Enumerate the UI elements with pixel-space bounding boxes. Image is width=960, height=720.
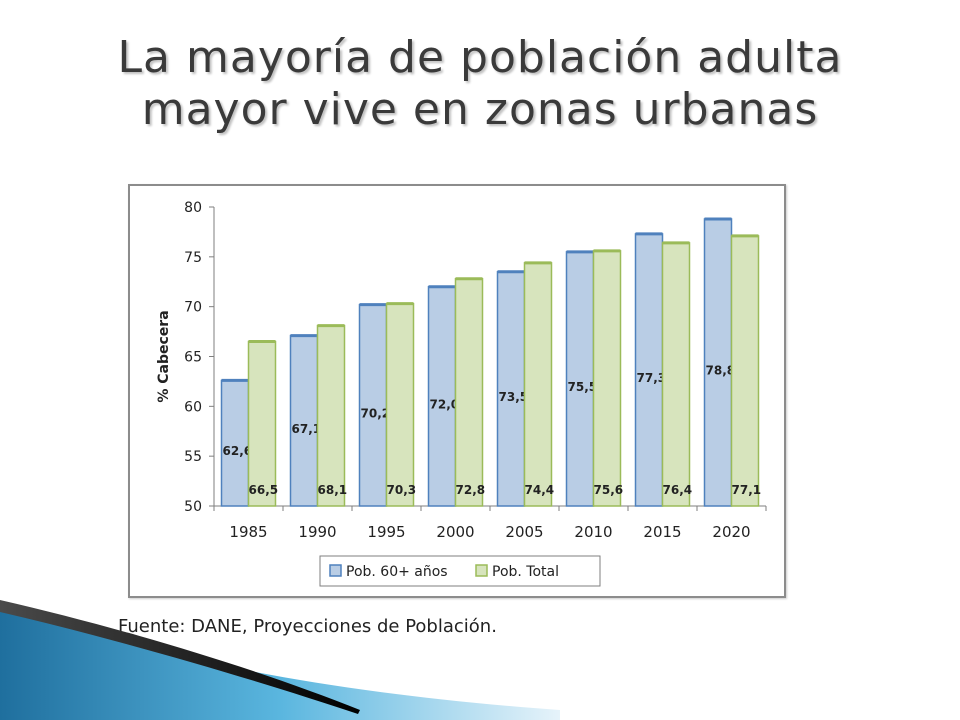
y-tick-label: 55 xyxy=(184,449,202,465)
data-label: 77,3 xyxy=(637,371,667,385)
bar-pob-total xyxy=(661,242,691,507)
source-note: Fuente: DANE, Proyecciones de Población. xyxy=(118,616,497,637)
bar-pob-total xyxy=(247,340,277,507)
x-tick-label: 2000 xyxy=(436,523,474,541)
bar-pob-60 xyxy=(496,271,526,507)
data-label: 70,3 xyxy=(387,483,417,497)
bar-pob-total xyxy=(523,262,553,507)
slide-title-line2: mayor vive en zonas urbanas xyxy=(141,84,819,135)
data-label: 67,1 xyxy=(292,422,322,436)
data-label: 68,1 xyxy=(318,483,348,497)
legend-swatch-pob-60 xyxy=(329,564,342,577)
bar-pob-60 xyxy=(220,379,250,507)
bar-pob-60 xyxy=(703,218,733,507)
decor-blue-shape xyxy=(0,605,560,720)
data-label: 72,8 xyxy=(456,483,486,497)
legend-label: Pob. Total xyxy=(492,564,559,580)
data-label: 66,5 xyxy=(249,483,279,497)
bar-pob-60 xyxy=(634,233,664,507)
bar-pob-60 xyxy=(427,285,457,507)
bar-chart: 50 55 60 65 70 75 80 % Cabecera 1985 62,6 66,5 1990… xyxy=(156,200,767,587)
legend-swatch-pob-total xyxy=(475,564,488,577)
bar-pob-total xyxy=(730,235,760,507)
data-label: 76,4 xyxy=(663,483,693,497)
y-tick-label: 80 xyxy=(184,200,202,216)
legend-label: Pob. 60+ años xyxy=(346,564,448,580)
y-tick-label: 65 xyxy=(184,350,202,366)
data-label: 62,6 xyxy=(223,444,253,458)
bar-pob-total xyxy=(385,302,415,507)
x-tick-label: 1995 xyxy=(367,523,405,541)
slide-title-line1: La mayoría de población adulta xyxy=(117,32,843,83)
bar-pob-total xyxy=(454,278,484,507)
y-tick-label: 70 xyxy=(184,300,202,316)
data-label: 70,2 xyxy=(361,406,391,420)
y-tick-label: 75 xyxy=(184,250,202,266)
slide-title: La mayoría de población adulta mayor viv… xyxy=(60,32,900,136)
x-tick-label: 2015 xyxy=(643,523,681,541)
x-tick-label: 2020 xyxy=(712,523,750,541)
data-label: 78,8 xyxy=(706,363,736,377)
bar-pob-60 xyxy=(289,334,319,507)
y-axis-title: % Cabecera xyxy=(156,310,172,402)
chart-frame: 50 55 60 65 70 75 80 % Cabecera 1985 62,6 66,5 1990… xyxy=(128,184,786,598)
x-tick-label: 1990 xyxy=(298,523,336,541)
decorative-corner-swoosh xyxy=(0,600,560,720)
legend-box xyxy=(319,555,601,587)
data-label: 75,5 xyxy=(568,380,598,394)
y-tick-label: 60 xyxy=(184,399,202,415)
bar-pob-total xyxy=(592,250,622,507)
bar-pob-60 xyxy=(358,303,388,507)
y-tick-label: 50 xyxy=(184,499,202,515)
data-label: 73,5 xyxy=(499,390,529,404)
bar-pob-60 xyxy=(565,251,595,507)
decor-dark-stroke xyxy=(0,600,360,714)
data-label: 72,0 xyxy=(430,397,460,411)
x-tick-label: 2005 xyxy=(505,523,543,541)
data-label: 77,1 xyxy=(732,483,762,497)
x-tick-label: 2010 xyxy=(574,523,612,541)
x-tick-label: 1985 xyxy=(229,523,267,541)
data-label: 75,6 xyxy=(594,483,624,497)
bar-pob-total xyxy=(316,324,346,507)
data-label: 74,4 xyxy=(525,483,555,497)
